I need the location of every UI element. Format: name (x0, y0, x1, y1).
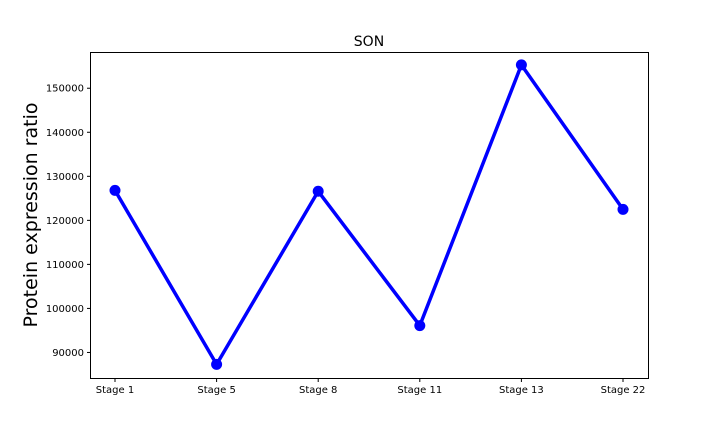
plot-area-frame (90, 52, 649, 379)
y-tick-label: 120000 (46, 216, 84, 227)
y-axis-ticks: 90000 100000 110000 120000 130000 140000 15000… (46, 84, 91, 359)
x-tick-label: Stage 8 (299, 385, 337, 396)
y-axis-label: Protein expression ratio (20, 103, 42, 328)
data-point (515, 59, 527, 71)
x-tick-label: Stage 11 (397, 385, 442, 396)
series-line (113, 63, 625, 367)
x-tick-label: Stage 1 (96, 385, 134, 396)
x-axis-ticks: Stage 1 Stage 5 Stage 8 Stage 11 Stage 13 Sta… (96, 378, 646, 396)
chart-title: SON (354, 34, 384, 50)
data-point (211, 358, 223, 370)
y-tick-label: 140000 (46, 128, 84, 139)
x-tick-label: Stage 22 (601, 385, 646, 396)
data-point (312, 185, 324, 197)
y-tick-label: 100000 (46, 304, 84, 315)
data-point (414, 320, 426, 332)
y-tick-label: 110000 (46, 260, 84, 271)
x-tick-label: Stage 13 (499, 385, 544, 396)
y-tick-label: 90000 (52, 348, 84, 359)
data-point (617, 203, 629, 215)
x-tick-label: Stage 5 (197, 385, 235, 396)
y-tick-label: 150000 (46, 84, 84, 95)
data-point (109, 184, 121, 196)
y-tick-label: 130000 (46, 172, 84, 183)
data-markers (109, 59, 629, 370)
